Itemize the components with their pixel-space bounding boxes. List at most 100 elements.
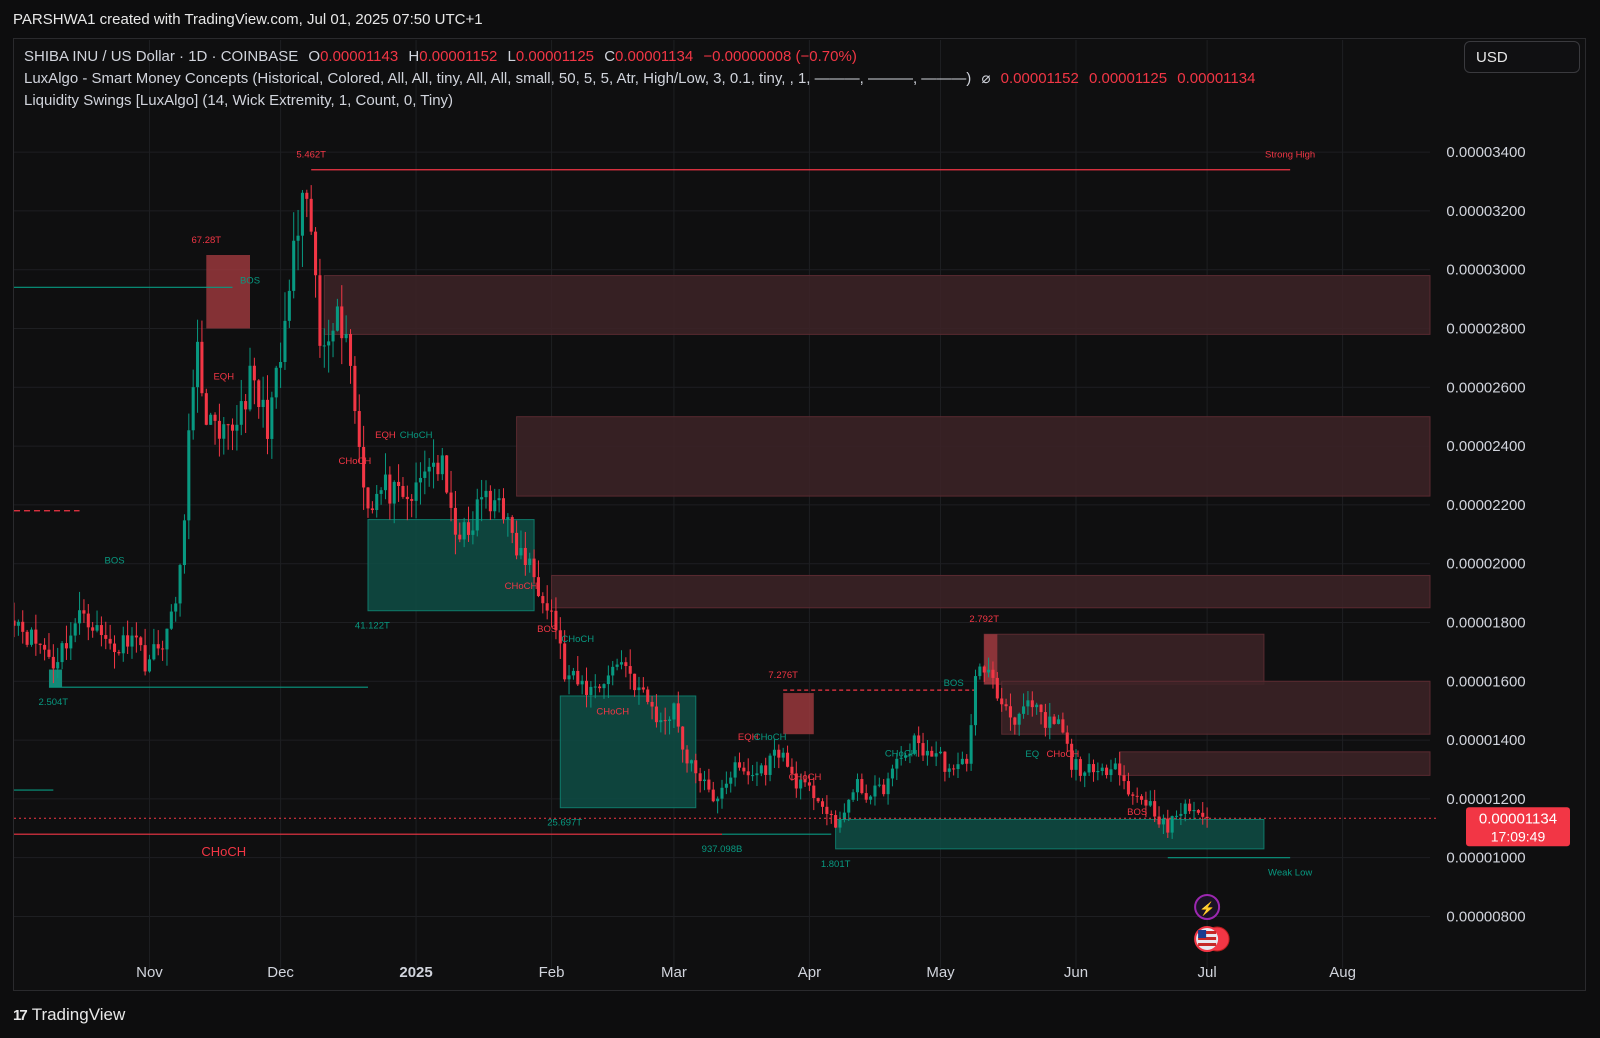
candle-body xyxy=(449,492,453,508)
candle-body xyxy=(1100,767,1104,771)
chart-annotation-label: 67.28T xyxy=(192,235,222,246)
y-axis-tick-label: 0.00001400 xyxy=(1446,732,1525,749)
candle xyxy=(759,763,763,777)
price-tag-countdown: 17:09:49 xyxy=(1491,828,1546,844)
candle xyxy=(1070,738,1074,778)
symbol-name[interactable]: SHIBA INU / US Dollar · 1D · COINBASE xyxy=(24,48,299,65)
candle xyxy=(1048,702,1052,740)
candle-body xyxy=(978,666,982,677)
candle-body xyxy=(554,610,558,631)
indicator2-name[interactable]: Liquidity Swings [LuxAlgo] (14, Wick Ext… xyxy=(24,92,454,109)
top-bar: PARSHWA1 created with TradingView.com, J… xyxy=(0,0,1600,38)
candle-body xyxy=(1017,713,1021,725)
candle-body xyxy=(751,775,755,777)
candle xyxy=(965,754,969,772)
candle xyxy=(1030,691,1034,717)
candle-body xyxy=(716,798,720,802)
candle xyxy=(392,480,396,524)
candle xyxy=(943,751,947,782)
candle-body xyxy=(73,623,77,636)
candle-body xyxy=(414,482,418,501)
candle xyxy=(340,285,344,365)
candle xyxy=(1170,815,1174,839)
candle-body xyxy=(117,652,121,654)
candle-body xyxy=(668,719,672,721)
candle xyxy=(287,279,291,328)
candle-body xyxy=(14,620,16,626)
candle xyxy=(362,425,366,510)
liquidity-swing-block xyxy=(984,634,998,685)
candle-body xyxy=(1179,813,1183,816)
candle-body xyxy=(64,643,68,649)
candle xyxy=(209,412,213,426)
candle xyxy=(873,775,877,806)
candle xyxy=(803,771,807,787)
candle xyxy=(501,488,506,524)
candle xyxy=(432,439,436,489)
candle xyxy=(16,619,20,636)
candle-body xyxy=(1030,700,1034,708)
chart-frame[interactable] xyxy=(13,38,1586,991)
candle xyxy=(589,681,593,708)
candle-body xyxy=(1008,706,1012,718)
candle xyxy=(567,665,571,695)
candle-body xyxy=(471,530,475,535)
candle-body xyxy=(624,662,628,667)
tradingview-mark-icon: 17 xyxy=(13,1006,28,1024)
candle-body xyxy=(593,686,597,688)
candle-body xyxy=(755,773,759,776)
candle-body xyxy=(506,517,510,520)
candle-body xyxy=(969,725,973,764)
candle xyxy=(598,683,602,693)
candle-body xyxy=(257,380,261,407)
candle xyxy=(794,761,798,798)
candle-body xyxy=(388,474,392,504)
candle xyxy=(786,745,790,768)
candle xyxy=(650,695,654,720)
indicator1-name[interactable]: LuxAlgo - Smart Money Concepts (Historic… xyxy=(24,70,972,87)
candle xyxy=(462,517,466,548)
candle xyxy=(388,466,392,520)
candle-body xyxy=(742,767,746,772)
indicator1-symbol: ⌀ xyxy=(981,70,991,87)
chart-annotation-label: CHoCH xyxy=(339,456,372,467)
candle xyxy=(121,626,125,662)
candle xyxy=(563,630,567,682)
candle xyxy=(506,513,510,537)
candle-body xyxy=(370,508,374,511)
symbol-legend-row: SHIBA INU / US Dollar · 1D · COINBASE O0… xyxy=(24,46,1255,68)
candle xyxy=(453,490,457,555)
candle-body xyxy=(152,644,156,660)
candle xyxy=(130,627,134,659)
candle-body xyxy=(91,627,95,631)
candle xyxy=(252,357,256,405)
candle xyxy=(475,488,479,537)
candle xyxy=(851,789,855,802)
candle xyxy=(1026,691,1030,715)
candle xyxy=(615,658,619,671)
candle-body xyxy=(379,490,383,494)
chart-annotation-label: CHoCH xyxy=(561,634,594,645)
candle xyxy=(344,315,348,343)
candle xyxy=(217,403,221,457)
candle-body xyxy=(790,766,794,774)
liquidity-swing-block xyxy=(206,254,250,329)
candle-body xyxy=(1105,767,1109,776)
tradingview-logo[interactable]: 17 TradingView xyxy=(13,1005,125,1025)
candle-body xyxy=(475,499,479,531)
candle-body xyxy=(204,393,208,425)
candle-body xyxy=(864,793,868,800)
candle xyxy=(886,772,890,805)
candle-body xyxy=(235,424,239,431)
candle xyxy=(34,614,38,656)
currency-button[interactable]: USD xyxy=(1464,41,1580,73)
candle-body xyxy=(698,773,702,782)
candle-body xyxy=(1052,716,1056,724)
candle-body xyxy=(724,783,728,788)
candle xyxy=(584,667,589,708)
candle xyxy=(292,212,296,299)
candle xyxy=(379,487,383,505)
candle xyxy=(925,739,929,766)
candle xyxy=(908,743,912,764)
